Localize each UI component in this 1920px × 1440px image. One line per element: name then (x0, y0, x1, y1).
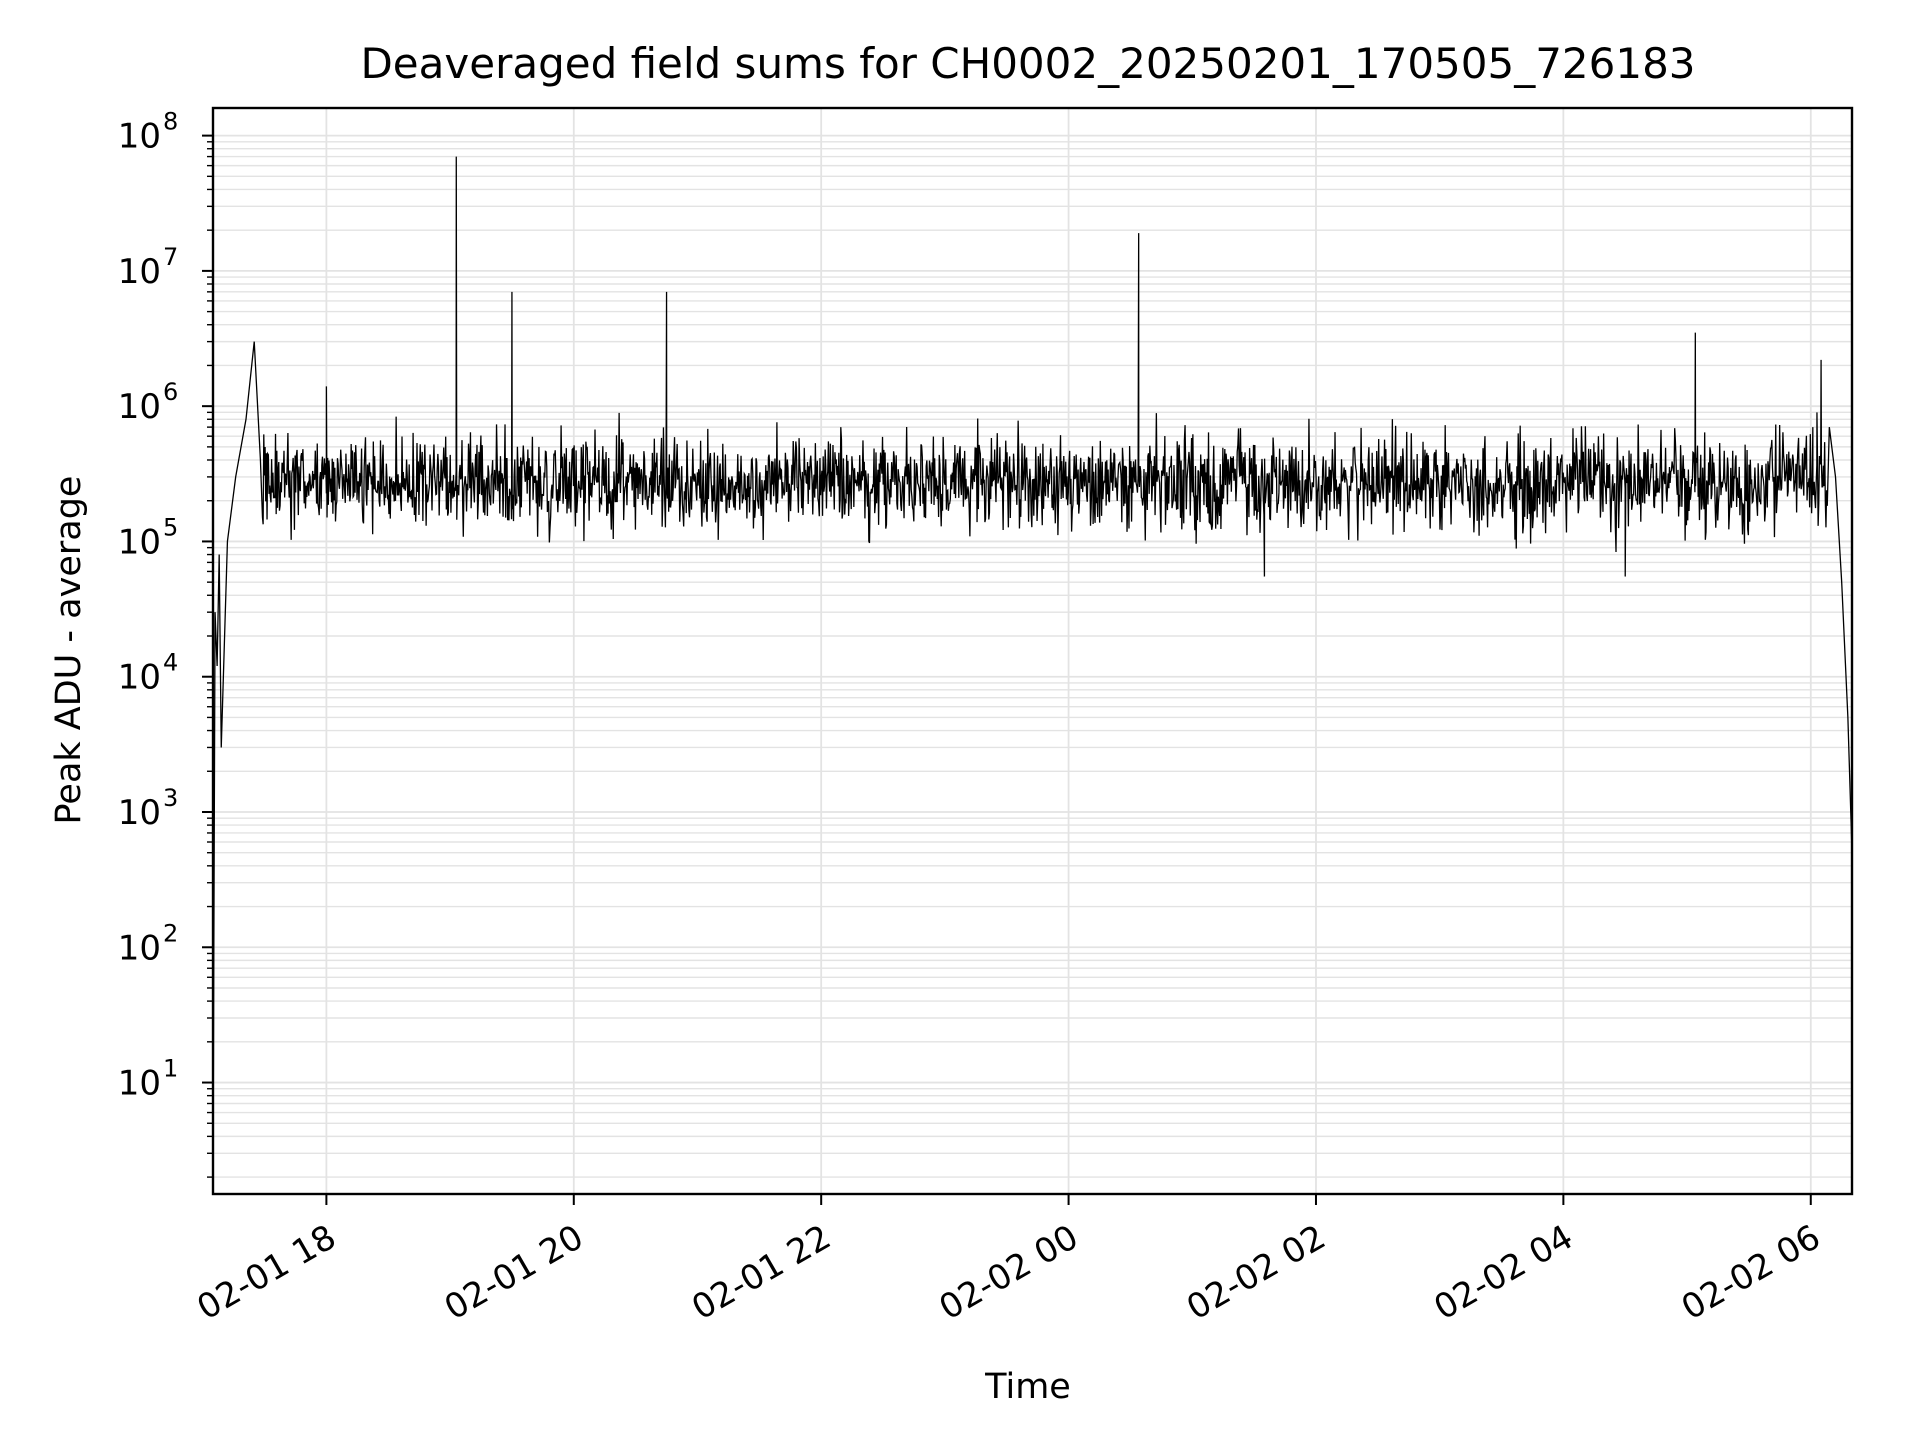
y-tick-exponent: 6 (163, 378, 178, 406)
y-tick-exponent: 7 (163, 243, 178, 271)
y-tick-label: 10 (118, 793, 161, 833)
y-tick-exponent: 5 (163, 513, 178, 541)
y-tick-label: 10 (118, 117, 161, 157)
series-line-group (212, 156, 1853, 1178)
y-tick-exponent: 4 (163, 649, 178, 677)
chart-title: Deaveraged field sums for CH0002_2025020… (360, 39, 1695, 88)
y-tick-label: 10 (118, 928, 161, 968)
y-tick-exponent: 3 (163, 784, 178, 812)
y-tick-exponent: 2 (163, 919, 178, 947)
y-tick-label: 10 (118, 387, 161, 427)
y-tick-label: 10 (118, 1064, 161, 1104)
series-line (212, 156, 1853, 1178)
y-tick-label: 10 (118, 658, 161, 698)
x-axis-label: Time (984, 1367, 1071, 1407)
plot-frame (211, 106, 1854, 1196)
y-tick-exponent: 1 (163, 1055, 178, 1083)
y-tick-label: 10 (118, 252, 161, 292)
y-axis-label: Peak ADU - average (49, 476, 89, 825)
y-tick-label: 10 (118, 522, 161, 562)
grid (213, 108, 1852, 1194)
y-tick-exponent: 8 (163, 108, 178, 136)
